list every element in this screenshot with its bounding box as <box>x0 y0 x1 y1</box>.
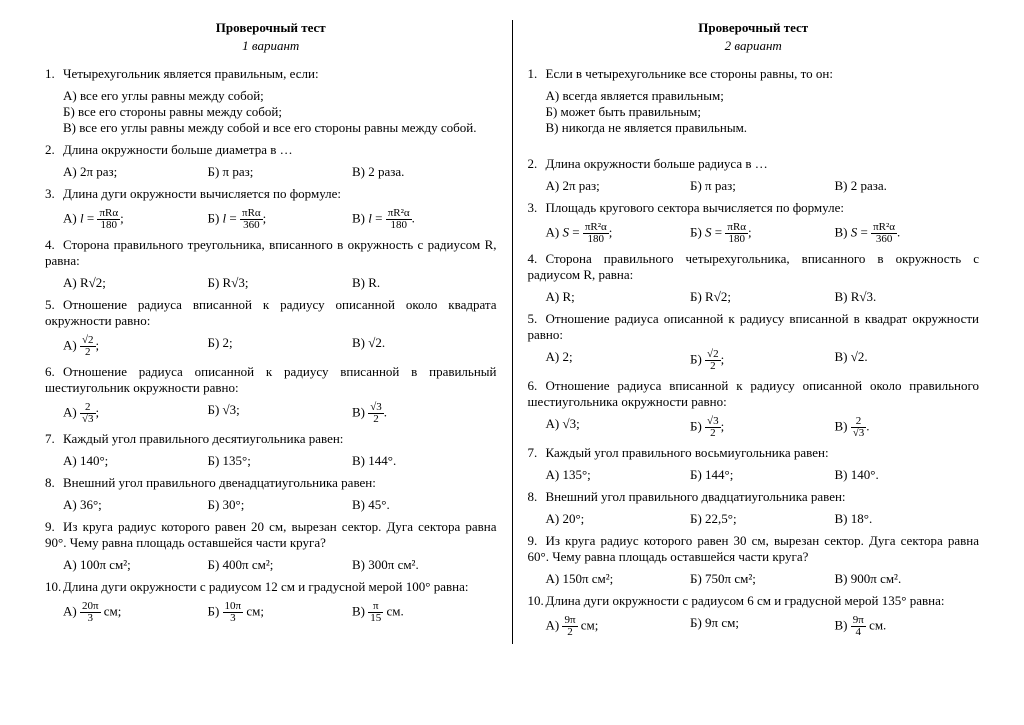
q8-opts: А) 36°; Б) 30°; В) 45°. <box>45 497 497 513</box>
q10-opts: А) 20π3 см; Б) 10π3 см; В) π15 см. <box>45 601 497 624</box>
variant-2: Проверочный тест 2 вариант 1.Если в четы… <box>513 20 995 644</box>
q1r-opts: А) всегда является правильным; Б) может … <box>528 88 980 136</box>
q10r-opts: А) 9π2 см; Б) 9π см; В) 9π4 см. <box>528 615 980 638</box>
q7-opts: А) 140°; Б) 135°; В) 144°. <box>45 453 497 469</box>
title-2: Проверочный тест <box>528 20 980 36</box>
q1-opts: А) все его углы равны между собой; Б) вс… <box>45 88 497 136</box>
q3r-opts: А) S = πR²α180; Б) S = πRα180; В) S = πR… <box>528 222 980 245</box>
q5r-opts: А) 2; Б) √22; В) √2. <box>528 349 980 372</box>
q7: 7.Каждый угол правильного десятиугольник… <box>45 431 497 447</box>
q8r: 8.Внешний угол правильного двадцатиуголь… <box>528 489 980 505</box>
q2: 2.Длина окружности больше диаметра в … <box>45 142 497 158</box>
q8: 8.Внешний угол правильного двенадцатиуго… <box>45 475 497 491</box>
title-1: Проверочный тест <box>45 20 497 36</box>
q5-opts: А) √22; Б) 2; В) √2. <box>45 335 497 358</box>
q9: 9.Из круга радиус которого равен 20 см, … <box>45 519 497 551</box>
q3r: 3.Площадь кругового сектора вычисляется … <box>528 200 980 216</box>
q7r-opts: А) 135°; Б) 144°; В) 140°. <box>528 467 980 483</box>
q2r-opts: А) 2π раз; Б) π раз; В) 2 раза. <box>528 178 980 194</box>
q2-opts: А) 2π раз; Б) π раз; В) 2 раза. <box>45 164 497 180</box>
subtitle-2: 2 вариант <box>528 38 980 54</box>
q5: 5.Отношение радиуса вписанной к радиусу … <box>45 297 497 329</box>
q9-opts: А) 100π см²; Б) 400π см²; В) 300π см². <box>45 557 497 573</box>
test-page: Проверочный тест 1 вариант 1.Четырехугол… <box>30 20 994 644</box>
q6r: 6.Отношение радиуса вписанной к радиусу … <box>528 378 980 410</box>
q2r: 2.Длина окружности больше радиуса в … <box>528 156 980 172</box>
q6-opts: А) 2√3; Б) √3; В) √32. <box>45 402 497 425</box>
q9r: 9.Из круга радиус которого равен 30 см, … <box>528 533 980 565</box>
q10: 10.Длина дуги окружности с радиусом 12 с… <box>45 579 497 595</box>
q3-opts: А) l = πRα180; Б) l = πRα360; В) l = πR²… <box>45 208 497 231</box>
q4: 4.Сторона правильного треугольника, впис… <box>45 237 497 269</box>
q10r: 10.Длина дуги окружности с радиусом 6 см… <box>528 593 980 609</box>
q8r-opts: А) 20°; Б) 22,5°; В) 18°. <box>528 511 980 527</box>
subtitle-1: 1 вариант <box>45 38 497 54</box>
q9r-opts: А) 150π см²; Б) 750π см²; В) 900π см². <box>528 571 980 587</box>
q4-opts: А) R√2; Б) R√3; В) R. <box>45 275 497 291</box>
q7r: 7.Каждый угол правильного восьмиугольник… <box>528 445 980 461</box>
q6: 6.Отношение радиуса описанной к радиусу … <box>45 364 497 396</box>
q6r-opts: А) √3; Б) √32; В) 2√3. <box>528 416 980 439</box>
q3: 3.Длина дуги окружности вычисляется по ф… <box>45 186 497 202</box>
q5r: 5.Отношение радиуса описанной к радиусу … <box>528 311 980 343</box>
variant-1: Проверочный тест 1 вариант 1.Четырехугол… <box>30 20 513 644</box>
q4r-opts: А) R; Б) R√2; В) R√3. <box>528 289 980 305</box>
q1: 1.Четырехугольник является правильным, е… <box>45 66 497 82</box>
q1r: 1.Если в четырехугольнике все стороны ра… <box>528 66 980 82</box>
q4r: 4.Сторона правильного четырехугольника, … <box>528 251 980 283</box>
